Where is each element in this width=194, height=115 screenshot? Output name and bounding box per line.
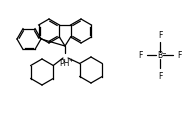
Text: F: F: [139, 51, 143, 60]
Text: F: F: [158, 71, 162, 80]
Text: −: −: [162, 50, 166, 55]
Text: +: +: [68, 58, 73, 63]
Text: F: F: [158, 31, 162, 40]
Text: PH: PH: [59, 58, 69, 67]
Text: B: B: [158, 51, 163, 60]
Text: F: F: [177, 51, 181, 60]
